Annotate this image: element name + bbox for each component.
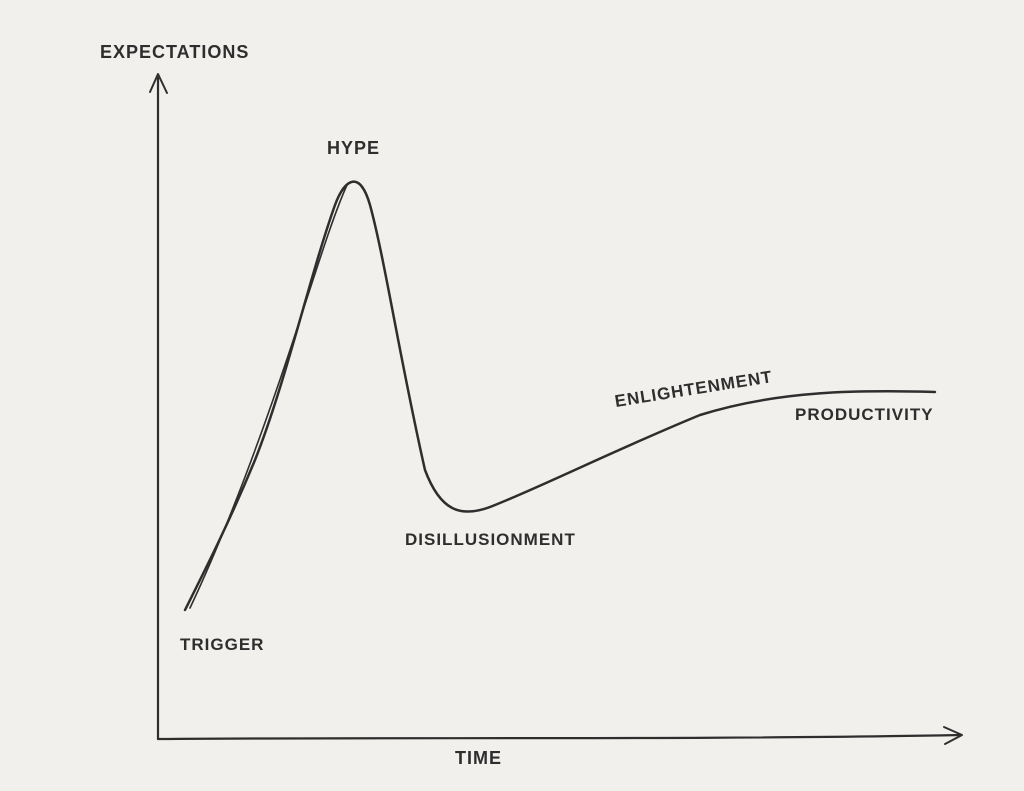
x-axis [158,735,960,739]
y-axis-label: Expectations [100,42,249,63]
annotation-productivity: Productivity [795,405,934,425]
y-axis [158,78,159,739]
x-axis-label: Time [455,748,502,769]
hype-cycle-curve-overstroke [190,185,347,608]
annotation-disillusionment: Disillusionment [405,530,576,550]
hype-cycle-chart [0,0,1024,791]
annotation-hype: Hype [327,138,380,159]
annotation-trigger: Trigger [180,635,264,655]
